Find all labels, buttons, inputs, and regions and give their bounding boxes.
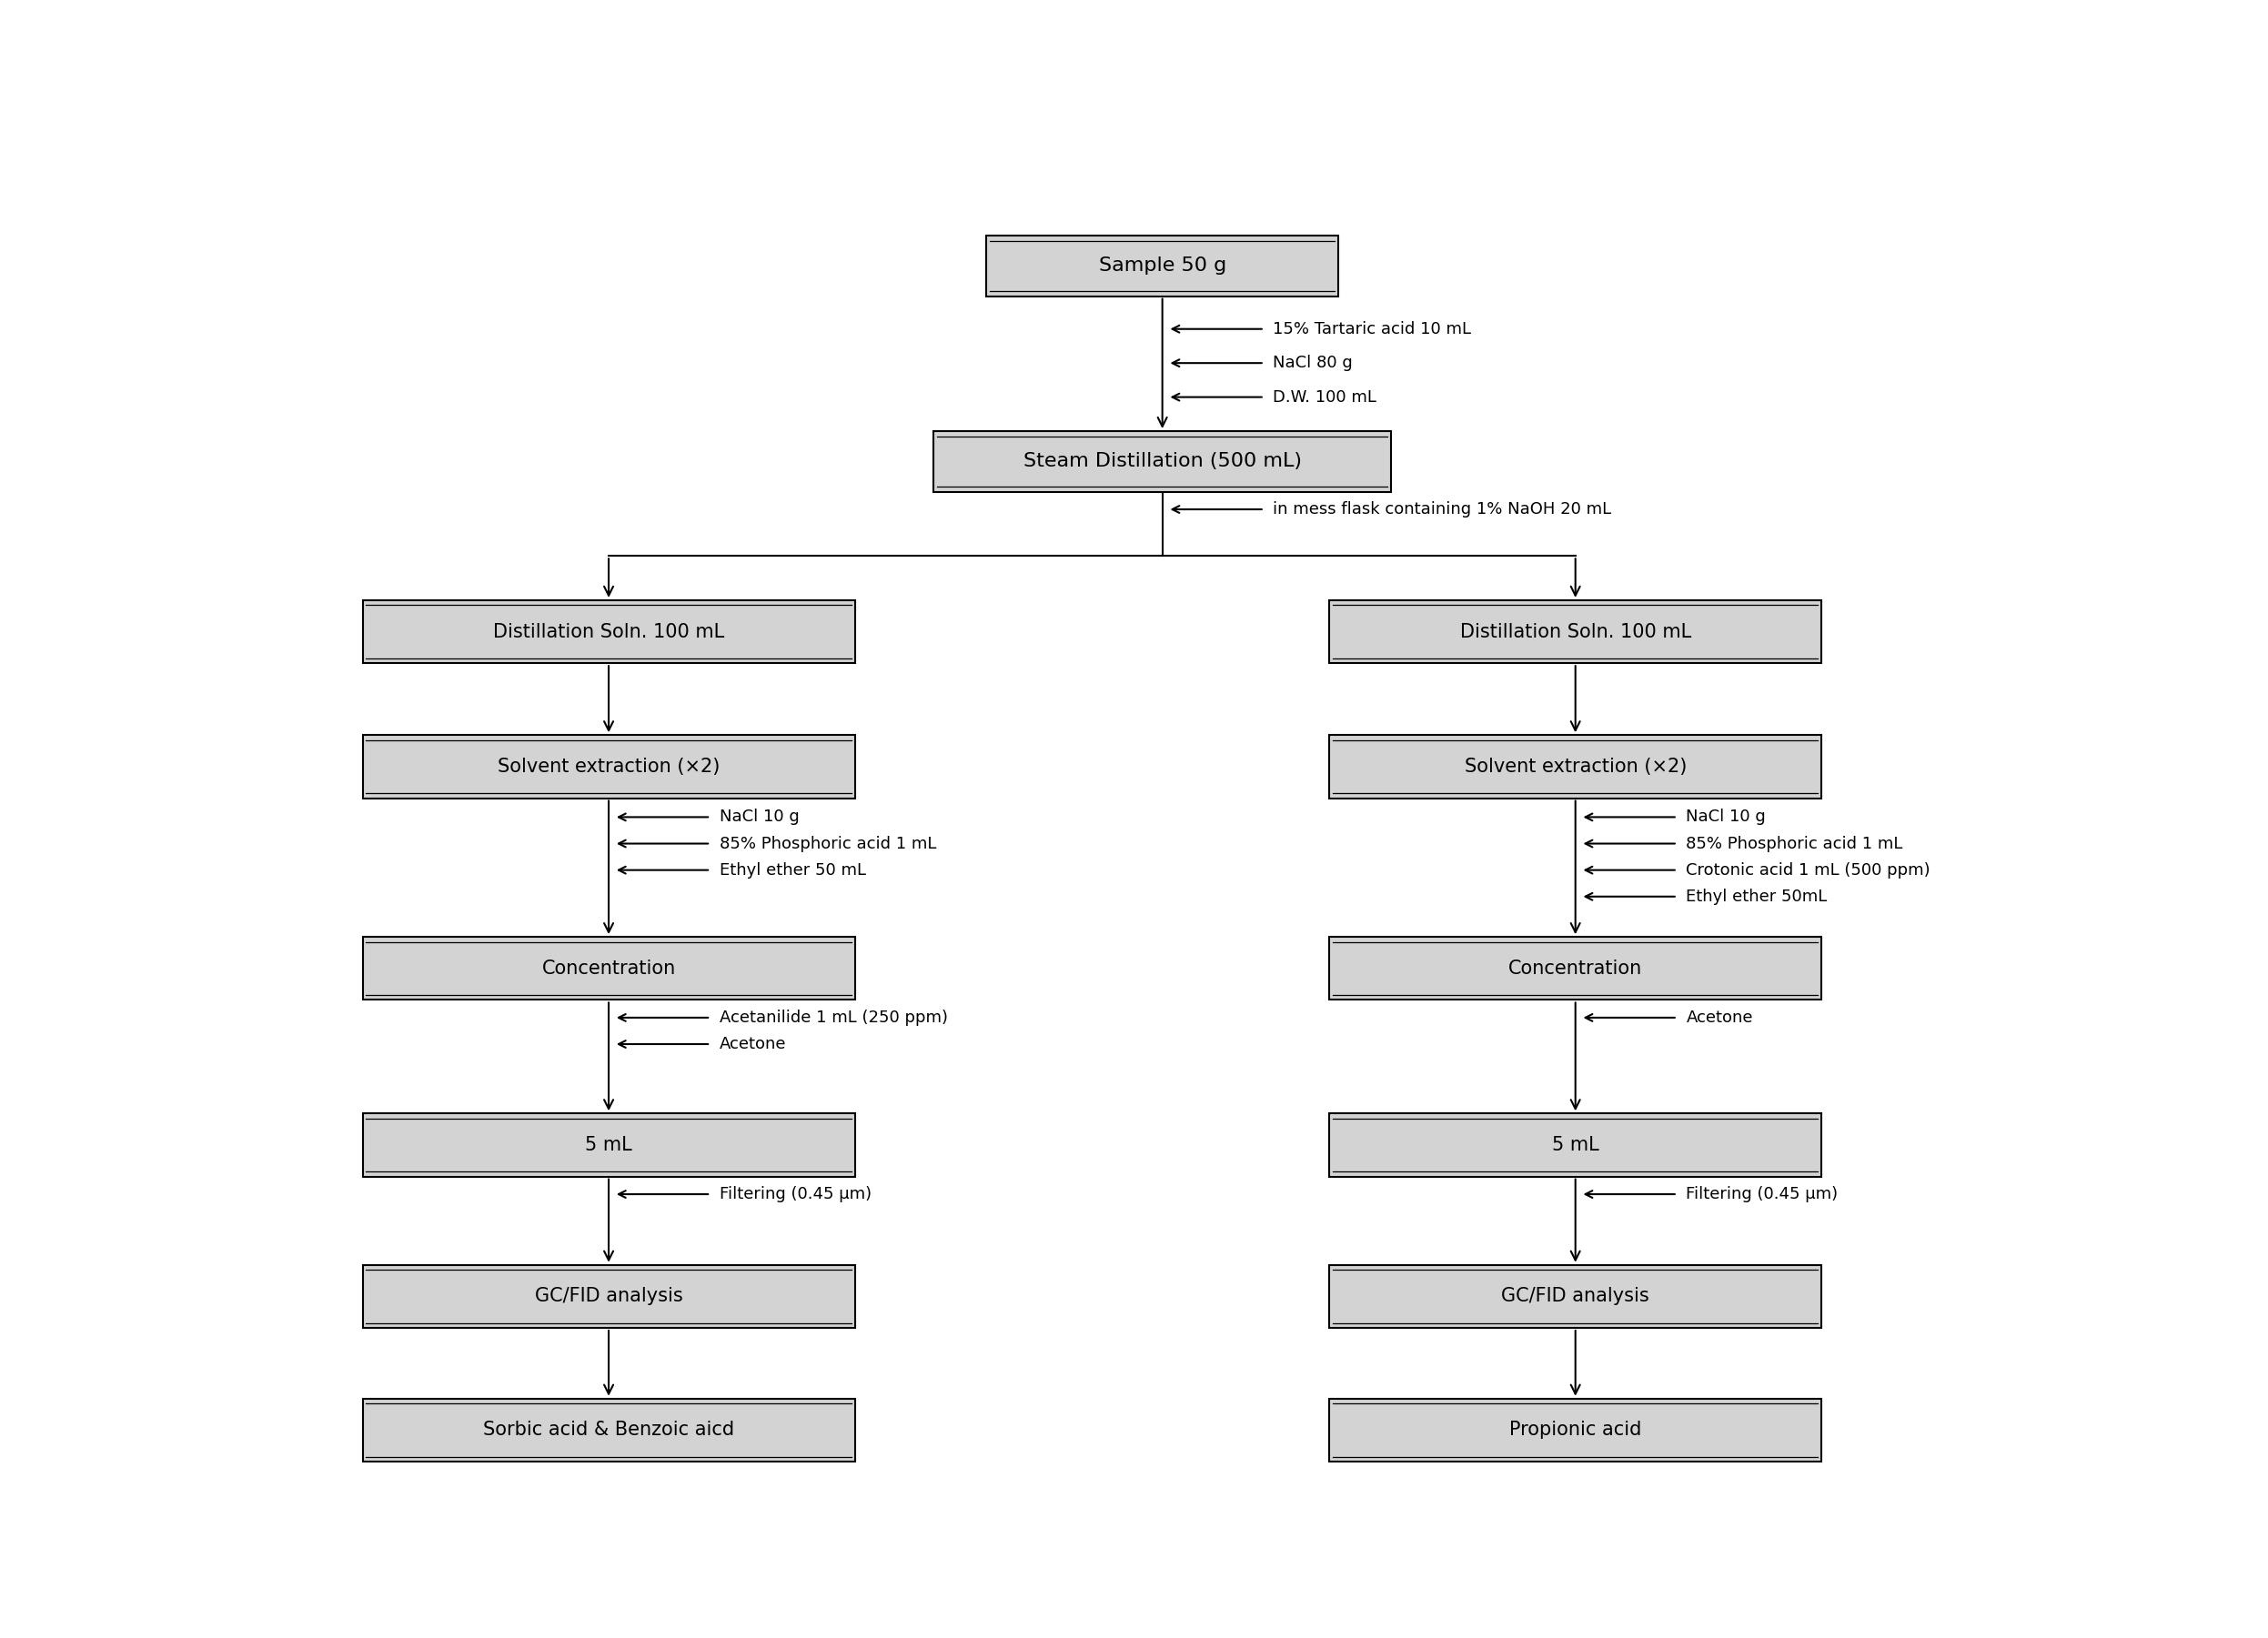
Text: 5 mL: 5 mL [1551,1135,1599,1155]
Bar [1329,1399,1821,1461]
Text: Solvent extraction (×2): Solvent extraction (×2) [497,757,719,776]
Bar [1329,1114,1821,1176]
Text: Acetone: Acetone [719,1035,787,1052]
Text: Crotonic acid 1 mL (500 ppm): Crotonic acid 1 mL (500 ppm) [1685,862,1930,878]
Bar [1329,1265,1821,1328]
Text: Concentration: Concentration [1508,960,1642,978]
Bar [363,1265,855,1328]
Text: Solvent extraction (×2): Solvent extraction (×2) [1465,757,1687,776]
Bar [363,1399,855,1461]
Text: Acetone: Acetone [1685,1009,1753,1025]
Bar [987,236,1338,296]
Bar [363,937,855,999]
Text: Filtering (0.45 μm): Filtering (0.45 μm) [1685,1186,1837,1202]
Text: 15% Tartaric acid 10 mL: 15% Tartaric acid 10 mL [1272,321,1472,337]
Bar [363,735,855,798]
Text: 85% Phosphoric acid 1 mL: 85% Phosphoric acid 1 mL [1685,835,1903,852]
Bar [1329,600,1821,663]
Text: Sample 50 g: Sample 50 g [1098,257,1227,275]
Text: Distillation Soln. 100 mL: Distillation Soln. 100 mL [492,622,723,640]
Text: NaCl 10 g: NaCl 10 g [719,809,798,826]
Bar [363,1114,855,1176]
Text: Distillation Soln. 100 mL: Distillation Soln. 100 mL [1461,622,1692,640]
Text: NaCl 10 g: NaCl 10 g [1685,809,1767,826]
Text: NaCl 80 g: NaCl 80 g [1272,355,1354,372]
Text: D.W. 100 mL: D.W. 100 mL [1272,388,1377,405]
Text: in mess flask containing 1% NaOH 20 mL: in mess flask containing 1% NaOH 20 mL [1272,501,1613,518]
Text: Steam Distillation (500 mL): Steam Distillation (500 mL) [1023,452,1302,470]
Bar [1329,937,1821,999]
Text: Ethyl ether 50mL: Ethyl ether 50mL [1685,888,1828,904]
Bar [1329,735,1821,798]
Text: 5 mL: 5 mL [585,1135,633,1155]
Bar [363,600,855,663]
Text: GC/FID analysis: GC/FID analysis [535,1287,683,1305]
Text: Propionic acid: Propionic acid [1508,1422,1642,1440]
Text: Sorbic acid & Benzoic aicd: Sorbic acid & Benzoic aicd [483,1422,735,1440]
Text: Ethyl ether 50 mL: Ethyl ether 50 mL [719,862,866,878]
Text: Acetanilide 1 mL (250 ppm): Acetanilide 1 mL (250 ppm) [719,1009,948,1025]
Text: GC/FID analysis: GC/FID analysis [1501,1287,1649,1305]
Text: Concentration: Concentration [542,960,676,978]
Bar [934,431,1390,491]
Text: Filtering (0.45 μm): Filtering (0.45 μm) [719,1186,871,1202]
Text: 85% Phosphoric acid 1 mL: 85% Phosphoric acid 1 mL [719,835,937,852]
